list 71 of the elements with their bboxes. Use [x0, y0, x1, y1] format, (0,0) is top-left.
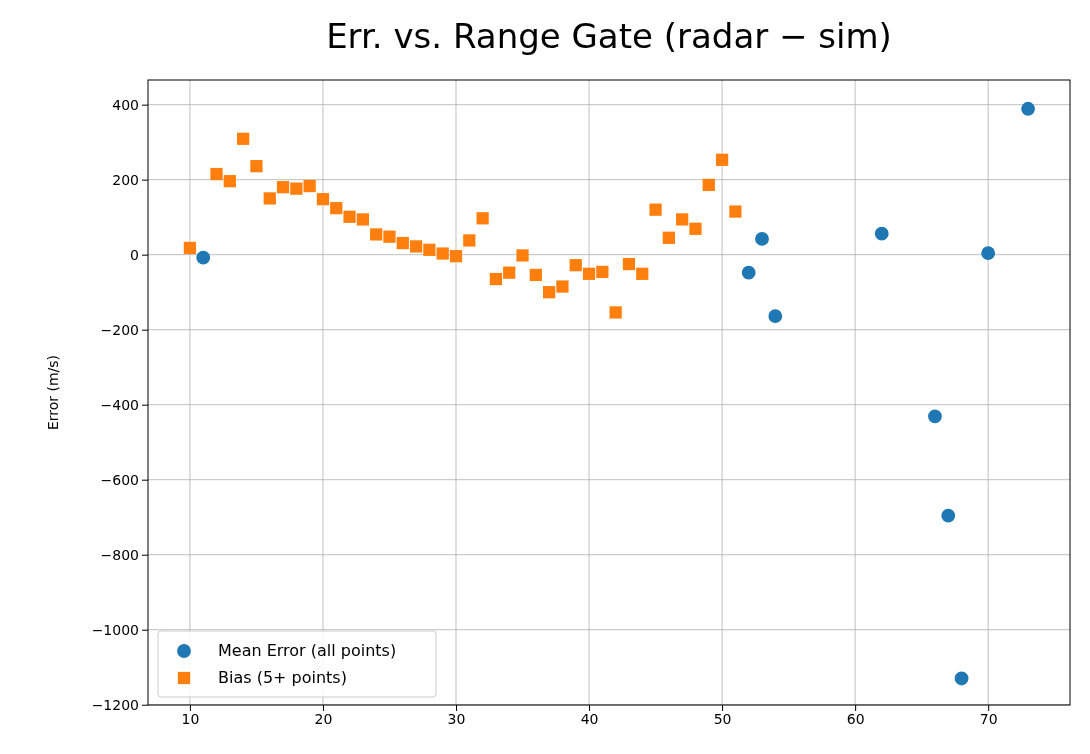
point [423, 243, 436, 256]
point [237, 132, 250, 145]
point [556, 280, 569, 293]
x-tick-label: 30 [447, 710, 466, 727]
point [370, 228, 383, 241]
point [356, 213, 369, 226]
x-tick-label: 20 [314, 710, 333, 727]
y-tick-label: −200 [100, 321, 139, 338]
y-tick-label: −800 [100, 546, 139, 563]
point [941, 508, 956, 523]
point [463, 234, 476, 247]
point [928, 409, 942, 424]
point [489, 272, 503, 286]
point [676, 213, 689, 226]
point [596, 265, 609, 279]
point [396, 236, 409, 250]
point [343, 210, 356, 223]
y-tick-label: −1000 [91, 621, 139, 638]
point [741, 265, 756, 280]
x-tick-label: 10 [181, 710, 200, 727]
y-axis-title: Error (m/s) [45, 354, 61, 431]
y-tick-label: 0 [130, 246, 139, 263]
point [303, 179, 316, 193]
point [981, 246, 996, 261]
point [290, 182, 303, 195]
point [543, 286, 556, 299]
point [755, 232, 769, 246]
point [582, 267, 596, 280]
point [276, 181, 290, 194]
x-tick-label: 50 [713, 710, 732, 727]
point [383, 230, 396, 243]
point [330, 202, 343, 215]
point [263, 192, 276, 205]
point [196, 250, 211, 265]
point [636, 267, 649, 280]
point [436, 247, 449, 260]
legend-label: Bias (5+ points) [218, 668, 347, 687]
point [702, 178, 715, 192]
point [729, 205, 742, 218]
point [622, 257, 636, 271]
y-tick-label: 400 [112, 96, 139, 113]
point [516, 249, 529, 262]
y-tick-label: −600 [100, 471, 139, 488]
point [662, 231, 675, 244]
point [250, 160, 263, 173]
x-tick-label: 70 [979, 710, 998, 727]
point [715, 153, 729, 166]
point [768, 309, 783, 324]
point [409, 240, 423, 253]
x-tick-label: 40 [580, 710, 599, 727]
point [569, 259, 582, 272]
point [183, 241, 197, 255]
point [609, 306, 622, 319]
point [503, 266, 516, 279]
point [874, 226, 889, 241]
point [476, 212, 489, 225]
y-tick-label: 200 [112, 171, 139, 188]
point [1021, 101, 1035, 116]
legend-label: Mean Error (all points) [218, 641, 397, 660]
point [223, 175, 236, 188]
chart-title: Err. vs. Range Gate (radar − sim) [326, 16, 892, 56]
point [316, 193, 330, 206]
point [689, 222, 702, 235]
point [210, 167, 223, 181]
y-tick-label: −400 [100, 396, 139, 413]
x-tick-label: 60 [846, 710, 865, 727]
point [954, 671, 969, 686]
point [529, 268, 542, 282]
y-tick-label: −1200 [91, 696, 139, 713]
point [449, 250, 463, 263]
point [649, 203, 662, 216]
